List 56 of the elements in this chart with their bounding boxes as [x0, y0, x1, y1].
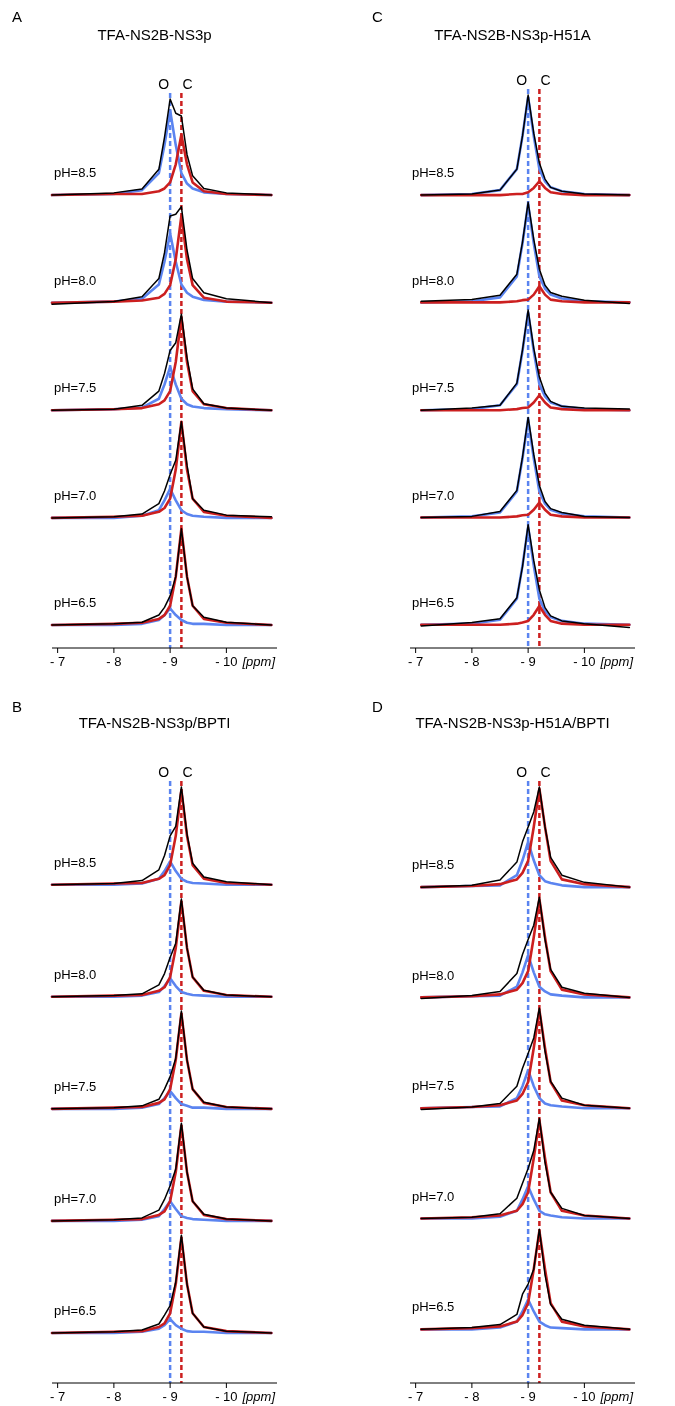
- chart-title: TFA-NS2B-NS3p-H51A: [434, 26, 591, 43]
- x-axis-title: [ppm]: [599, 654, 634, 669]
- annotation: pH=7.0: [54, 487, 97, 503]
- x-tick-label: - 7: [408, 1389, 424, 1404]
- chart-title: TFA-NS2B-NS3p: [97, 26, 212, 43]
- annotation: pH=7.0: [54, 1191, 97, 1206]
- text: C: [372, 8, 383, 25]
- ref-line-label: O: [516, 764, 528, 780]
- x-tick-label: - 7: [50, 654, 66, 669]
- text: A: [12, 8, 23, 25]
- ref-line-label: O: [158, 764, 170, 780]
- x-tick-label: - 9: [162, 654, 178, 669]
- annotation: pH=7.5: [412, 380, 455, 395]
- annotation: pH=8.0: [412, 967, 455, 983]
- x-tick-label: - 8: [106, 654, 122, 669]
- annotation: pH=8.5: [54, 855, 97, 870]
- annotation: pH=7.5: [54, 380, 97, 395]
- ref-line-label: O: [516, 72, 528, 88]
- x-tick-label: - 9: [162, 1389, 178, 1404]
- annotation: pH=7.5: [54, 1079, 97, 1094]
- annotation: pH=6.5: [412, 595, 455, 610]
- x-axis-title: [ppm]: [241, 1389, 276, 1404]
- ref-line-label: O: [158, 76, 170, 92]
- text: D: [372, 698, 383, 715]
- annotation: pH=8.0: [54, 272, 97, 288]
- chart-title: TFA-NS2B-NS3p-H51A/BPTI: [415, 714, 610, 731]
- annotation: pH=8.5: [54, 165, 97, 180]
- x-tick-label: - 9: [520, 654, 536, 669]
- annotation: pH=7.5: [412, 1078, 455, 1093]
- annotation: pH=6.5: [54, 1303, 97, 1318]
- text: B: [12, 698, 23, 715]
- x-tick-label: - 7: [408, 654, 424, 669]
- x-tick-label: - 7: [50, 1389, 66, 1404]
- ref-line-label: C: [182, 764, 193, 780]
- ref-line-label: C: [182, 76, 193, 92]
- x-tick-label: - 8: [464, 1389, 480, 1404]
- x-axis-title: [ppm]: [599, 1389, 634, 1404]
- x-tick-label: - 8: [464, 654, 480, 669]
- annotation: pH=6.5: [54, 595, 97, 610]
- annotation: pH=8.5: [412, 857, 455, 872]
- x-tick-label: - 10: [573, 654, 596, 669]
- ref-line-label: C: [540, 764, 551, 780]
- annotation: pH=8.0: [54, 967, 97, 982]
- x-tick-label: - 8: [106, 1389, 122, 1404]
- ref-line-label: C: [540, 72, 551, 88]
- x-tick-label: - 10: [573, 1389, 596, 1404]
- x-axis-title: [ppm]: [241, 654, 276, 669]
- annotation: pH=8.5: [412, 165, 455, 180]
- chart-title: TFA-NS2B-NS3p/BPTI: [78, 714, 231, 731]
- annotation: pH=6.5: [412, 1299, 455, 1314]
- x-tick-label: - 10: [215, 1389, 238, 1404]
- x-tick-label: - 9: [520, 1389, 536, 1404]
- annotation: pH=7.0: [412, 487, 455, 503]
- x-tick-label: - 10: [215, 654, 238, 669]
- annotation: pH=8.0: [412, 272, 455, 288]
- annotation: pH=7.0: [412, 1188, 455, 1204]
